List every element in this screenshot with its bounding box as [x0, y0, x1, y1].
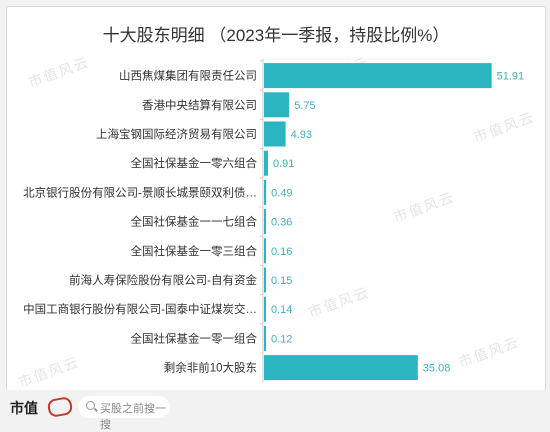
value-label: 0.14 [271, 304, 292, 316]
bar[interactable] [264, 325, 266, 351]
bar[interactable] [264, 150, 268, 176]
category-label: 香港中央结算有限公司 [142, 98, 257, 112]
bar[interactable] [264, 355, 418, 381]
search-box[interactable]: 买股之前搜一搜 [78, 396, 170, 431]
search-icon [86, 401, 95, 410]
bar-chart: 山西焦煤集团有限责任公司 51.91 香港中央结算有限公司 5.75 上海宝钢国际经济贸… [23, 59, 525, 383]
logo: 市值 [10, 400, 38, 416]
bar[interactable] [264, 121, 286, 147]
value-label: 0.36 [271, 217, 292, 229]
value-label: 0.49 [271, 187, 292, 199]
bar[interactable] [264, 92, 290, 118]
category-label: 剩余非前10大股东 [164, 361, 257, 375]
chart-card: 十大股东明细 （2023年一季报，持股比例%） 市值风云 市值风云 市值风云 市… [6, 6, 546, 392]
value-label: 0.91 [273, 158, 294, 170]
value-label: 0.15 [271, 275, 292, 287]
category-label: 北京银行股份有限公司-景顺长城景颐双利债… [23, 185, 257, 199]
bar[interactable] [264, 209, 266, 235]
value-label: 0.12 [271, 333, 292, 345]
bar[interactable] [264, 296, 266, 322]
category-label: 全国社保基金一一七组合 [131, 215, 258, 229]
logo-mark-icon [46, 396, 74, 418]
category-label: 全国社保基金一零一组合 [131, 331, 258, 345]
bar[interactable] [264, 267, 266, 293]
value-label: 35.08 [423, 363, 451, 375]
value-label: 5.75 [294, 100, 315, 112]
search-placeholder: 买股之前搜一搜 [100, 403, 166, 431]
value-label: 51.91 [497, 71, 525, 83]
value-label: 0.16 [271, 246, 292, 258]
category-label: 前海人寿保险股份有限公司-自有资金 [69, 273, 257, 287]
chart-title: 十大股东明细 （2023年一季报，持股比例%） [102, 26, 450, 45]
bar[interactable] [264, 63, 492, 89]
bar[interactable] [264, 238, 266, 264]
footer: 市值 买股之前搜一搜 [0, 390, 550, 431]
category-label: 全国社保基金一零六组合 [131, 156, 258, 170]
bar[interactable] [264, 179, 267, 205]
category-label: 上海宝钢国际经济贸易有限公司 [96, 127, 257, 141]
category-label: 中国工商银行股份有限公司-国泰中证煤炭交… [23, 302, 257, 316]
category-label: 全国社保基金一零三组合 [131, 244, 258, 258]
category-label: 山西焦煤集团有限责任公司 [119, 69, 257, 83]
value-label: 4.93 [291, 129, 312, 141]
